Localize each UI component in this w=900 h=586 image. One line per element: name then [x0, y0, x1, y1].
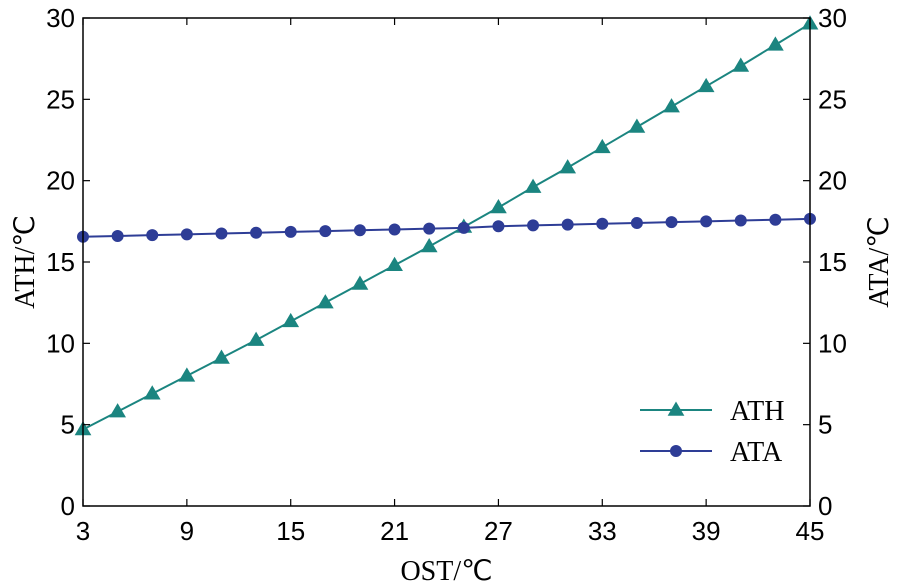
y-tick-label: 25: [46, 84, 75, 114]
x-tick-label: 27: [484, 516, 513, 546]
data-point-ata: [492, 220, 505, 233]
y2-tick-label: 0: [818, 491, 832, 521]
y2-tick-label: 20: [818, 166, 847, 196]
legend-marker-ata: [670, 445, 682, 457]
y-tick-label: 20: [46, 166, 75, 196]
data-point-ath: [593, 138, 611, 154]
data-point-ath: [282, 312, 300, 328]
y-axis-right-title: ATA/℃: [864, 216, 895, 307]
data-point-ath: [490, 199, 507, 214]
data-point-ath: [316, 294, 334, 309]
x-tick-label: 45: [796, 516, 825, 546]
data-point-ata: [353, 224, 366, 237]
data-point-ata: [700, 215, 713, 228]
series-line-ata: [82, 217, 811, 238]
y-tick-label: 0: [61, 491, 75, 521]
data-point-ath: [767, 36, 784, 51]
data-point-ata: [527, 219, 540, 232]
data-point-ata: [388, 223, 401, 236]
data-point-ata: [215, 227, 228, 240]
x-tick-label: 3: [76, 516, 90, 546]
data-point-ath: [663, 98, 680, 113]
data-point-ath: [559, 159, 577, 174]
data-point-ata: [146, 229, 159, 242]
data-point-ath: [109, 403, 126, 418]
x-axis-title: OST/℃: [400, 556, 492, 586]
legend: ATH ATA: [640, 396, 784, 468]
data-point-ata: [423, 222, 436, 235]
data-point-ath: [351, 275, 369, 290]
plot-area: [74, 15, 819, 436]
y-tick-label: 10: [46, 328, 75, 358]
data-point-ata: [250, 226, 263, 239]
data-point-ath: [524, 178, 542, 193]
data-point-ath: [386, 256, 403, 272]
legend-label-ath: ATH: [730, 396, 784, 427]
data-point-ath: [247, 331, 265, 346]
y2-tick-label: 15: [818, 247, 847, 277]
y2-tick-label: 5: [818, 410, 832, 440]
data-point-ata: [457, 221, 470, 234]
data-point-ath: [697, 77, 715, 93]
y-tick-label: 15: [46, 247, 75, 277]
data-point-ata: [665, 216, 678, 229]
data-point-ath: [420, 238, 438, 253]
y-axis-left-title: ATH/℃: [10, 215, 41, 309]
x-tick-label: 39: [692, 516, 721, 546]
y2-tick-label: 30: [818, 3, 847, 33]
data-point-ata: [596, 217, 609, 230]
data-point-ath: [213, 349, 230, 364]
data-point-ata: [180, 228, 193, 241]
y2-tick-label: 25: [818, 84, 847, 114]
legend-marker-ath: [667, 401, 685, 416]
x-tick-label: 33: [588, 516, 617, 546]
y-tick-label: 5: [61, 410, 75, 440]
x-tick-label: 9: [180, 516, 194, 546]
data-point-ath: [178, 367, 196, 382]
data-point-ata: [561, 218, 574, 231]
series-line-ath: [82, 22, 811, 431]
data-point-ata: [319, 225, 332, 238]
y-tick-label: 30: [46, 3, 75, 33]
legend-label-ata: ATA: [730, 437, 783, 468]
data-point-ath: [143, 385, 161, 400]
data-point-ata: [284, 225, 297, 238]
data-point-ath: [732, 57, 750, 72]
x-tick-label: 21: [380, 516, 409, 546]
data-point-ata: [630, 216, 643, 229]
data-point-ath: [628, 118, 646, 133]
data-point-ata: [111, 229, 124, 242]
data-point-ata: [769, 213, 782, 226]
data-point-ata: [734, 214, 747, 227]
y2-tick-label: 10: [818, 328, 847, 358]
x-tick-label: 15: [276, 516, 305, 546]
